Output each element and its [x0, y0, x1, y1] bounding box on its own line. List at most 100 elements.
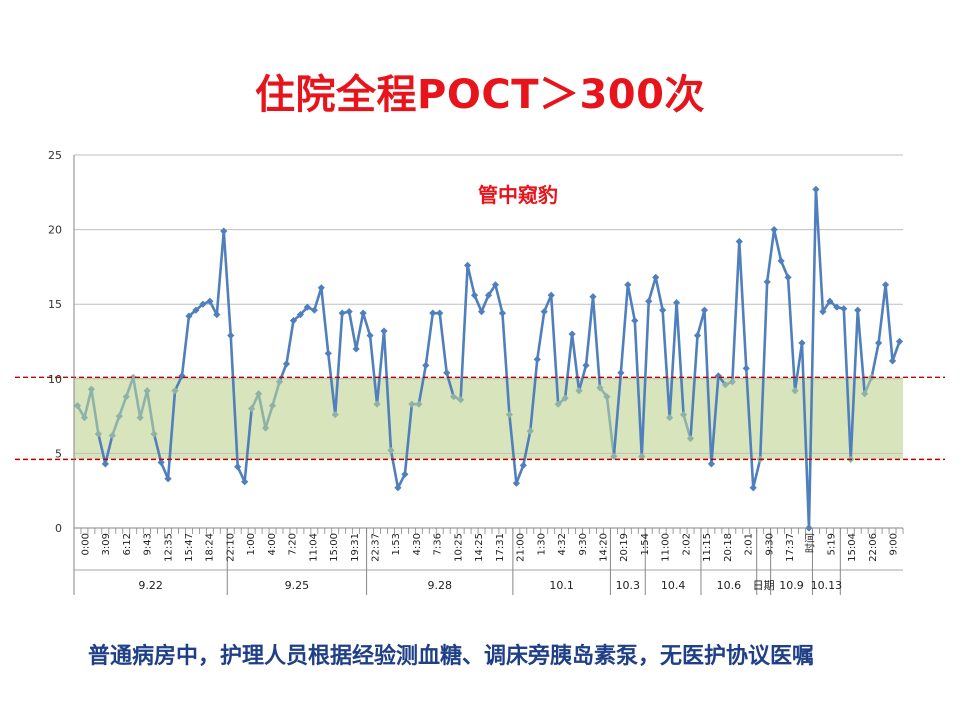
- x-time-label: 10:25: [453, 533, 464, 562]
- data-point: [791, 387, 799, 395]
- data-point: [763, 278, 771, 286]
- data-point: [345, 308, 353, 316]
- series-segment: [731, 240, 741, 384]
- series-segment: [619, 283, 630, 375]
- x-time-label: 9:30: [764, 533, 775, 555]
- x-time-label: 2:01: [744, 533, 755, 555]
- x-date-label: 10.1: [549, 579, 574, 592]
- data-point: [526, 427, 534, 435]
- data-point: [275, 378, 284, 386]
- data-point: [582, 361, 590, 369]
- x-time-label: 7:36: [433, 533, 444, 555]
- series-segment: [605, 395, 616, 458]
- data-point: [289, 317, 298, 325]
- series-segment: [744, 367, 755, 490]
- data-point: [568, 330, 576, 338]
- series-segment: [166, 389, 177, 481]
- series-segment: [563, 332, 574, 400]
- series-segment: [83, 387, 93, 419]
- series-segment: [696, 308, 706, 337]
- x-time-label: 4:00: [267, 533, 278, 555]
- data-point: [324, 349, 332, 358]
- data-point: [603, 393, 611, 401]
- data-point: [122, 393, 130, 401]
- data-point: [87, 385, 96, 393]
- x-time-label: 12:35: [163, 533, 174, 562]
- series-segment: [438, 311, 449, 375]
- data-point: [547, 291, 555, 299]
- series-segment: [375, 329, 386, 406]
- data-point: [255, 390, 263, 398]
- y-tick-label: 5: [55, 447, 62, 460]
- series-segment: [326, 352, 337, 416]
- series-segment: [354, 311, 365, 351]
- x-time-label: 时间: [804, 533, 817, 553]
- x-time-label: 18:24: [205, 533, 216, 562]
- data-point: [477, 308, 486, 316]
- series-segment: [389, 449, 400, 490]
- chart-annotation: 管中窥豹: [478, 183, 558, 207]
- data-point: [519, 461, 527, 469]
- data-point: [429, 309, 437, 317]
- series-segment: [647, 276, 657, 303]
- series-segment: [807, 188, 818, 530]
- x-time-label: 9:30: [578, 533, 589, 555]
- x-date-label: 10.13: [811, 579, 843, 592]
- data-point: [394, 484, 402, 492]
- x-time-label: 1:54: [640, 533, 651, 555]
- data-point: [268, 402, 277, 410]
- x-time-label: 4:30: [412, 533, 423, 555]
- data-point: [143, 387, 151, 395]
- data-point: [136, 413, 144, 422]
- data-point: [80, 413, 89, 422]
- x-time-label: 1:53: [391, 533, 402, 555]
- series-segment: [494, 283, 504, 315]
- data-point: [659, 306, 667, 314]
- x-time-label: 22:10: [225, 533, 236, 562]
- data-point: [484, 291, 493, 299]
- data-point: [596, 384, 604, 392]
- x-time-label: 21:00: [516, 533, 527, 562]
- series-segment: [870, 341, 880, 379]
- series-segment: [368, 334, 379, 406]
- series-segment: [424, 311, 435, 367]
- data-point: [812, 185, 820, 193]
- data-point: [735, 237, 743, 246]
- series-segment: [180, 314, 191, 378]
- data-point: [422, 361, 430, 369]
- series-segment: [626, 283, 637, 322]
- data-points: [73, 185, 904, 532]
- data-point: [115, 412, 123, 420]
- series-segment: [271, 380, 281, 407]
- series-segment: [772, 228, 783, 263]
- data-point: [261, 424, 270, 432]
- data-point: [470, 291, 479, 299]
- data-point: [498, 309, 507, 317]
- x-time-label: 11:04: [308, 533, 319, 562]
- data-point: [443, 369, 451, 377]
- data-point: [833, 303, 841, 311]
- data-point: [589, 293, 597, 301]
- series-segment: [758, 280, 769, 461]
- series-segment: [849, 308, 860, 461]
- series-segment: [145, 389, 156, 436]
- data-point: [672, 299, 681, 307]
- series-segment: [466, 264, 476, 297]
- y-tick-label: 25: [48, 149, 62, 162]
- target-range-band: [74, 377, 903, 460]
- series-segment: [124, 376, 135, 399]
- data-point: [610, 452, 618, 460]
- data-point: [645, 297, 653, 305]
- series-segment: [675, 301, 685, 416]
- data-point: [875, 339, 883, 347]
- series-segment: [501, 311, 511, 416]
- data-point: [721, 381, 729, 389]
- y-tick-label: 0: [55, 522, 62, 535]
- series-segment: [591, 295, 602, 390]
- data-point: [248, 405, 256, 413]
- data-point: [129, 373, 137, 381]
- x-time-label: 9:43: [143, 533, 154, 555]
- x-time-label: 19:31: [350, 533, 361, 562]
- series-segment: [612, 371, 623, 458]
- data-point: [317, 284, 325, 292]
